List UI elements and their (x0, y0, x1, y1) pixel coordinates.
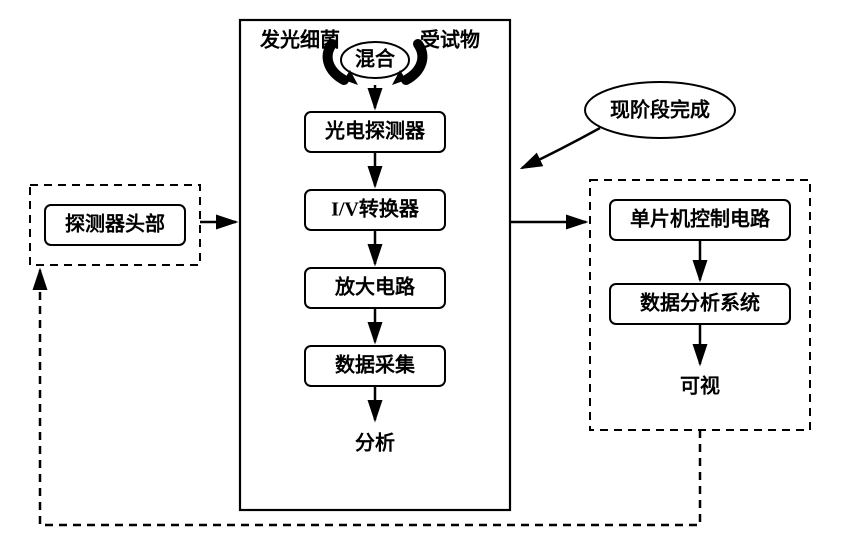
node-mcu-label: 单片机控制电路 (630, 207, 771, 231)
node-iv-converter-label: I/V转换器 (331, 197, 420, 221)
annotation-label: 现阶段完成 (610, 98, 710, 122)
node-data-acq-label: 数据采集 (335, 353, 416, 377)
node-detector-head-label: 探测器头部 (65, 212, 165, 236)
diagram-canvas: 探测器头部 发光细菌 受试物 混合 光电探测器 I/V转换器 放大电路 数据采集… (0, 0, 848, 545)
annotation-arrow (522, 128, 600, 168)
top-right-label: 受试物 (420, 28, 480, 52)
node-amplifier-label: 放大电路 (334, 275, 416, 299)
center-tail-label: 分析 (355, 432, 395, 455)
mix-label: 混合 (355, 47, 396, 71)
node-photodetector-label: 光电探测器 (324, 120, 426, 143)
node-data-analysis-label: 数据分析系统 (640, 291, 760, 315)
right-tail-label: 可视 (680, 375, 720, 398)
